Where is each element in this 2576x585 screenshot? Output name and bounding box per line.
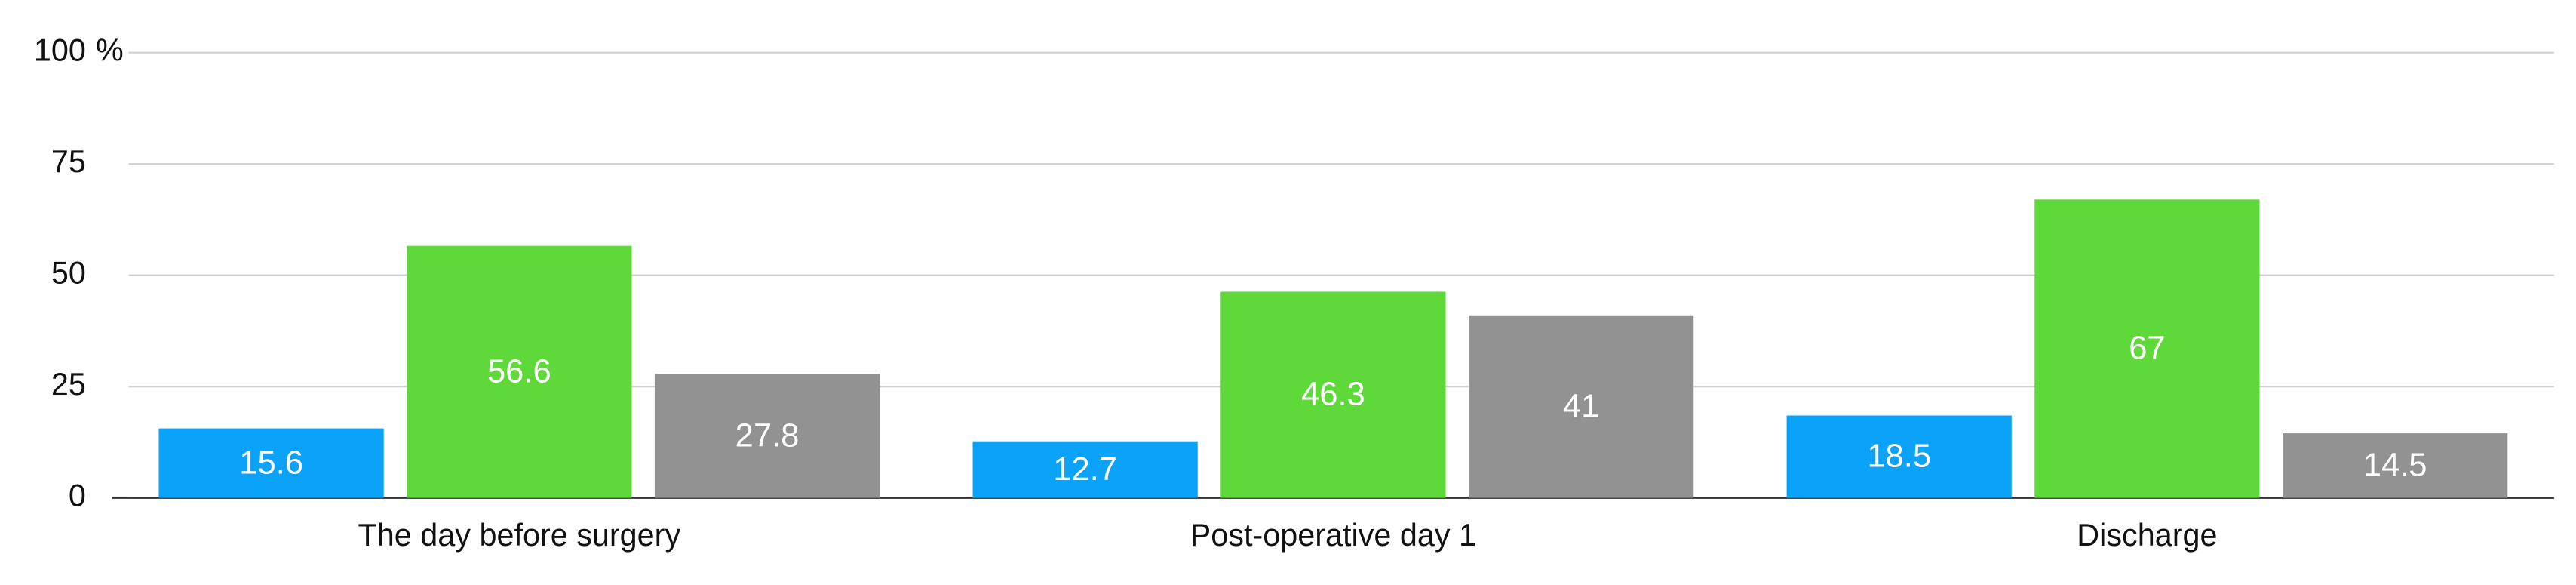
x-tick-label: The day before surgery: [358, 518, 681, 553]
y-tick-label: 75: [51, 144, 86, 179]
bar: [158, 428, 384, 498]
value-label: 56.6: [487, 353, 551, 389]
y-tick-label: 100: [34, 33, 86, 68]
value-label: 14.5: [2363, 448, 2427, 484]
y-unit: %: [96, 33, 124, 68]
bar: [407, 245, 632, 498]
value-label: 67: [2129, 331, 2165, 367]
x-tick-label: Post-operative day 1: [1190, 518, 1476, 553]
bar: [1786, 415, 2012, 498]
y-tick-label: 0: [69, 479, 86, 513]
bar: [972, 441, 1198, 498]
bar: [2283, 433, 2508, 498]
bar: [1220, 291, 1446, 498]
value-label: 12.7: [1053, 451, 1117, 488]
value-label: 46.3: [1301, 377, 1365, 413]
bar: [2034, 199, 2260, 498]
y-tick-label: 50: [51, 256, 86, 291]
value-label: 18.5: [1867, 439, 1931, 475]
value-label: 27.8: [735, 417, 800, 454]
value-label: 41: [1563, 388, 1599, 424]
bar: [654, 374, 880, 498]
bar: [1468, 315, 1694, 498]
value-label: 15.6: [239, 445, 303, 481]
y-tick-label: 25: [51, 367, 86, 402]
x-tick-label: Discharge: [2077, 518, 2217, 553]
